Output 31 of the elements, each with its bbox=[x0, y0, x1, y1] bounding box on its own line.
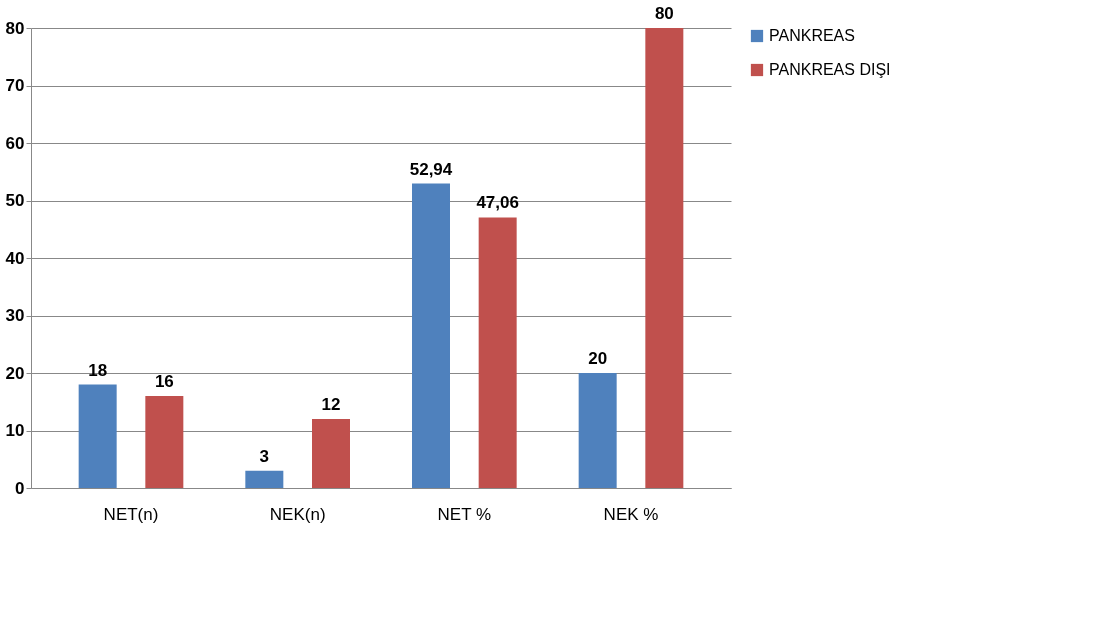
bar bbox=[578, 373, 617, 488]
x-tick-label: NET(n) bbox=[103, 504, 159, 524]
data-label: 20 bbox=[588, 349, 608, 368]
data-label: 47,06 bbox=[476, 193, 519, 213]
bar bbox=[478, 217, 517, 488]
y-tick-label: 40 bbox=[5, 248, 25, 268]
x-tick-label: NEK(n) bbox=[269, 504, 326, 524]
y-tick-label: 60 bbox=[5, 133, 25, 153]
y-tick-label: 0 bbox=[15, 478, 25, 498]
data-label: 16 bbox=[154, 372, 174, 391]
x-tick-label: NEK % bbox=[603, 504, 659, 524]
bar bbox=[145, 396, 184, 488]
y-tick-label: 10 bbox=[5, 421, 25, 440]
bar bbox=[245, 470, 284, 488]
data-label: 18 bbox=[88, 360, 108, 380]
y-tick-label: 30 bbox=[5, 306, 25, 325]
bar bbox=[412, 183, 450, 488]
data-label: 12 bbox=[321, 395, 341, 414]
y-tick-label: 20 bbox=[5, 363, 25, 383]
bar bbox=[78, 384, 117, 488]
y-tick-label: 70 bbox=[5, 76, 25, 95]
x-tick-label: NET % bbox=[437, 504, 492, 524]
bar bbox=[312, 419, 350, 488]
y-tick-label: 50 bbox=[5, 191, 25, 210]
data-label: 3 bbox=[259, 446, 270, 466]
y-tick-label: 80 bbox=[5, 18, 25, 38]
bar bbox=[645, 28, 684, 488]
data-label: 52,94 bbox=[409, 159, 453, 179]
legend-label: PANKREAS DIŞI bbox=[769, 61, 891, 78]
legend-label: PANKREAS bbox=[769, 27, 855, 44]
data-label: 80 bbox=[654, 4, 674, 23]
